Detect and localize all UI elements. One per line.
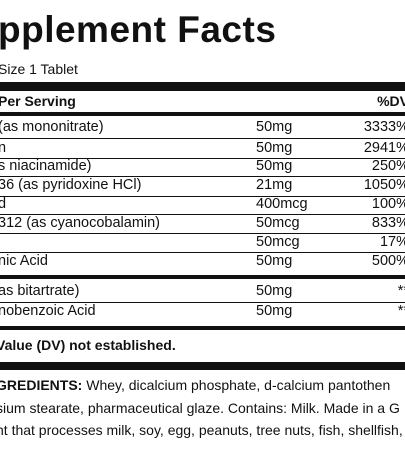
nutrient-amount: 50mg [256, 283, 293, 299]
nutrient-dv: 17% [379, 234, 405, 250]
nutrient-name: nic Acid [0, 253, 48, 269]
panel-title: pplement Facts [0, 9, 277, 50]
section-divider [0, 275, 405, 279]
row-divider [0, 138, 405, 139]
ingredients-line: sium stearate, pharmaceutical glaze. Con… [0, 400, 400, 416]
ingredients-label: GREDIENTS: [0, 377, 83, 393]
nutrient-amount: 50mg [256, 119, 293, 135]
bottom-divider [0, 362, 405, 370]
nutrient-row: 312 (as cyanocobalamin) 50mcg 833% [0, 213, 405, 234]
per-serving-header: Per Serving [0, 93, 76, 109]
ingredients-line: nt that processes milk, soy, egg, peanut… [0, 422, 403, 438]
nutrient-row: as bitartrate) 50mg ** [0, 281, 405, 302]
nutrient-row: nobenzoic Acid 50mg ** [0, 301, 405, 322]
nutrient-amount: 21mg [256, 177, 293, 193]
nutrient-amount: 50mcg [256, 234, 300, 250]
nutrient-dv: ** [397, 303, 405, 319]
nutrient-row: (as mononitrate) 50mg 3333% [0, 117, 405, 138]
nutrient-row: 36 (as pyridoxine HCl) 21mg 1050% [0, 175, 405, 196]
nutrient-name: (as mononitrate) [0, 119, 104, 135]
dv-header: %DV [377, 93, 405, 109]
nutrient-dv: 833% [371, 215, 405, 231]
nutrient-amount: 50mg [256, 158, 293, 174]
nutrient-amount: 50mg [256, 140, 293, 156]
serving-size: Size 1 Tablet [0, 61, 78, 77]
nutrient-name: as bitartrate) [0, 283, 80, 299]
row-divider [0, 252, 405, 253]
nutrient-dv: 3333% [363, 119, 405, 135]
nutrient-row: nic Acid 50mg 500% [0, 251, 405, 272]
header-divider [0, 112, 405, 116]
nutrient-row: 50mcg 17% [0, 232, 405, 253]
nutrient-dv: 2941% [363, 140, 405, 156]
ingredients-line: GREDIENTS: Whey, dicalcium phosphate, d-… [0, 377, 390, 393]
dv-footnote: Value (DV) not established. [0, 337, 176, 353]
nutrient-name: 312 (as cyanocobalamin) [0, 215, 161, 231]
nutrient-name: s niacinamide) [0, 158, 92, 174]
row-divider [0, 158, 405, 159]
nutrient-dv: ** [397, 283, 405, 299]
nutrient-name: n [0, 140, 7, 156]
nutrient-row: s niacinamide) 50mg 250% [0, 156, 405, 177]
ingredients-text: Whey, dicalcium phosphate, d-calcium pan… [82, 377, 391, 393]
nutrient-amount: 50mcg [256, 215, 300, 231]
nutrient-dv: 100% [371, 196, 405, 212]
row-divider [0, 176, 405, 177]
nutrient-name: 36 (as pyridoxine HCl) [0, 177, 142, 193]
thick-divider [0, 82, 405, 91]
row-divider [0, 214, 405, 215]
row-divider [0, 233, 405, 234]
row-divider [0, 196, 405, 197]
nutrient-name: nobenzoic Acid [0, 303, 96, 319]
nutrient-amount: 50mg [256, 253, 293, 269]
nutrient-dv: 1050% [363, 177, 405, 193]
footnote-divider [0, 326, 405, 330]
nutrient-dv: 250% [371, 158, 405, 174]
nutrient-dv: 500% [371, 253, 405, 269]
nutrient-amount: 50mg [256, 303, 293, 319]
row-divider [0, 302, 405, 303]
nutrient-amount: 400mcg [256, 196, 308, 212]
nutrient-row: d 400mcg 100% [0, 194, 405, 215]
nutrient-row: n 50mg 2941% [0, 138, 405, 159]
nutrient-name: d [0, 196, 7, 212]
